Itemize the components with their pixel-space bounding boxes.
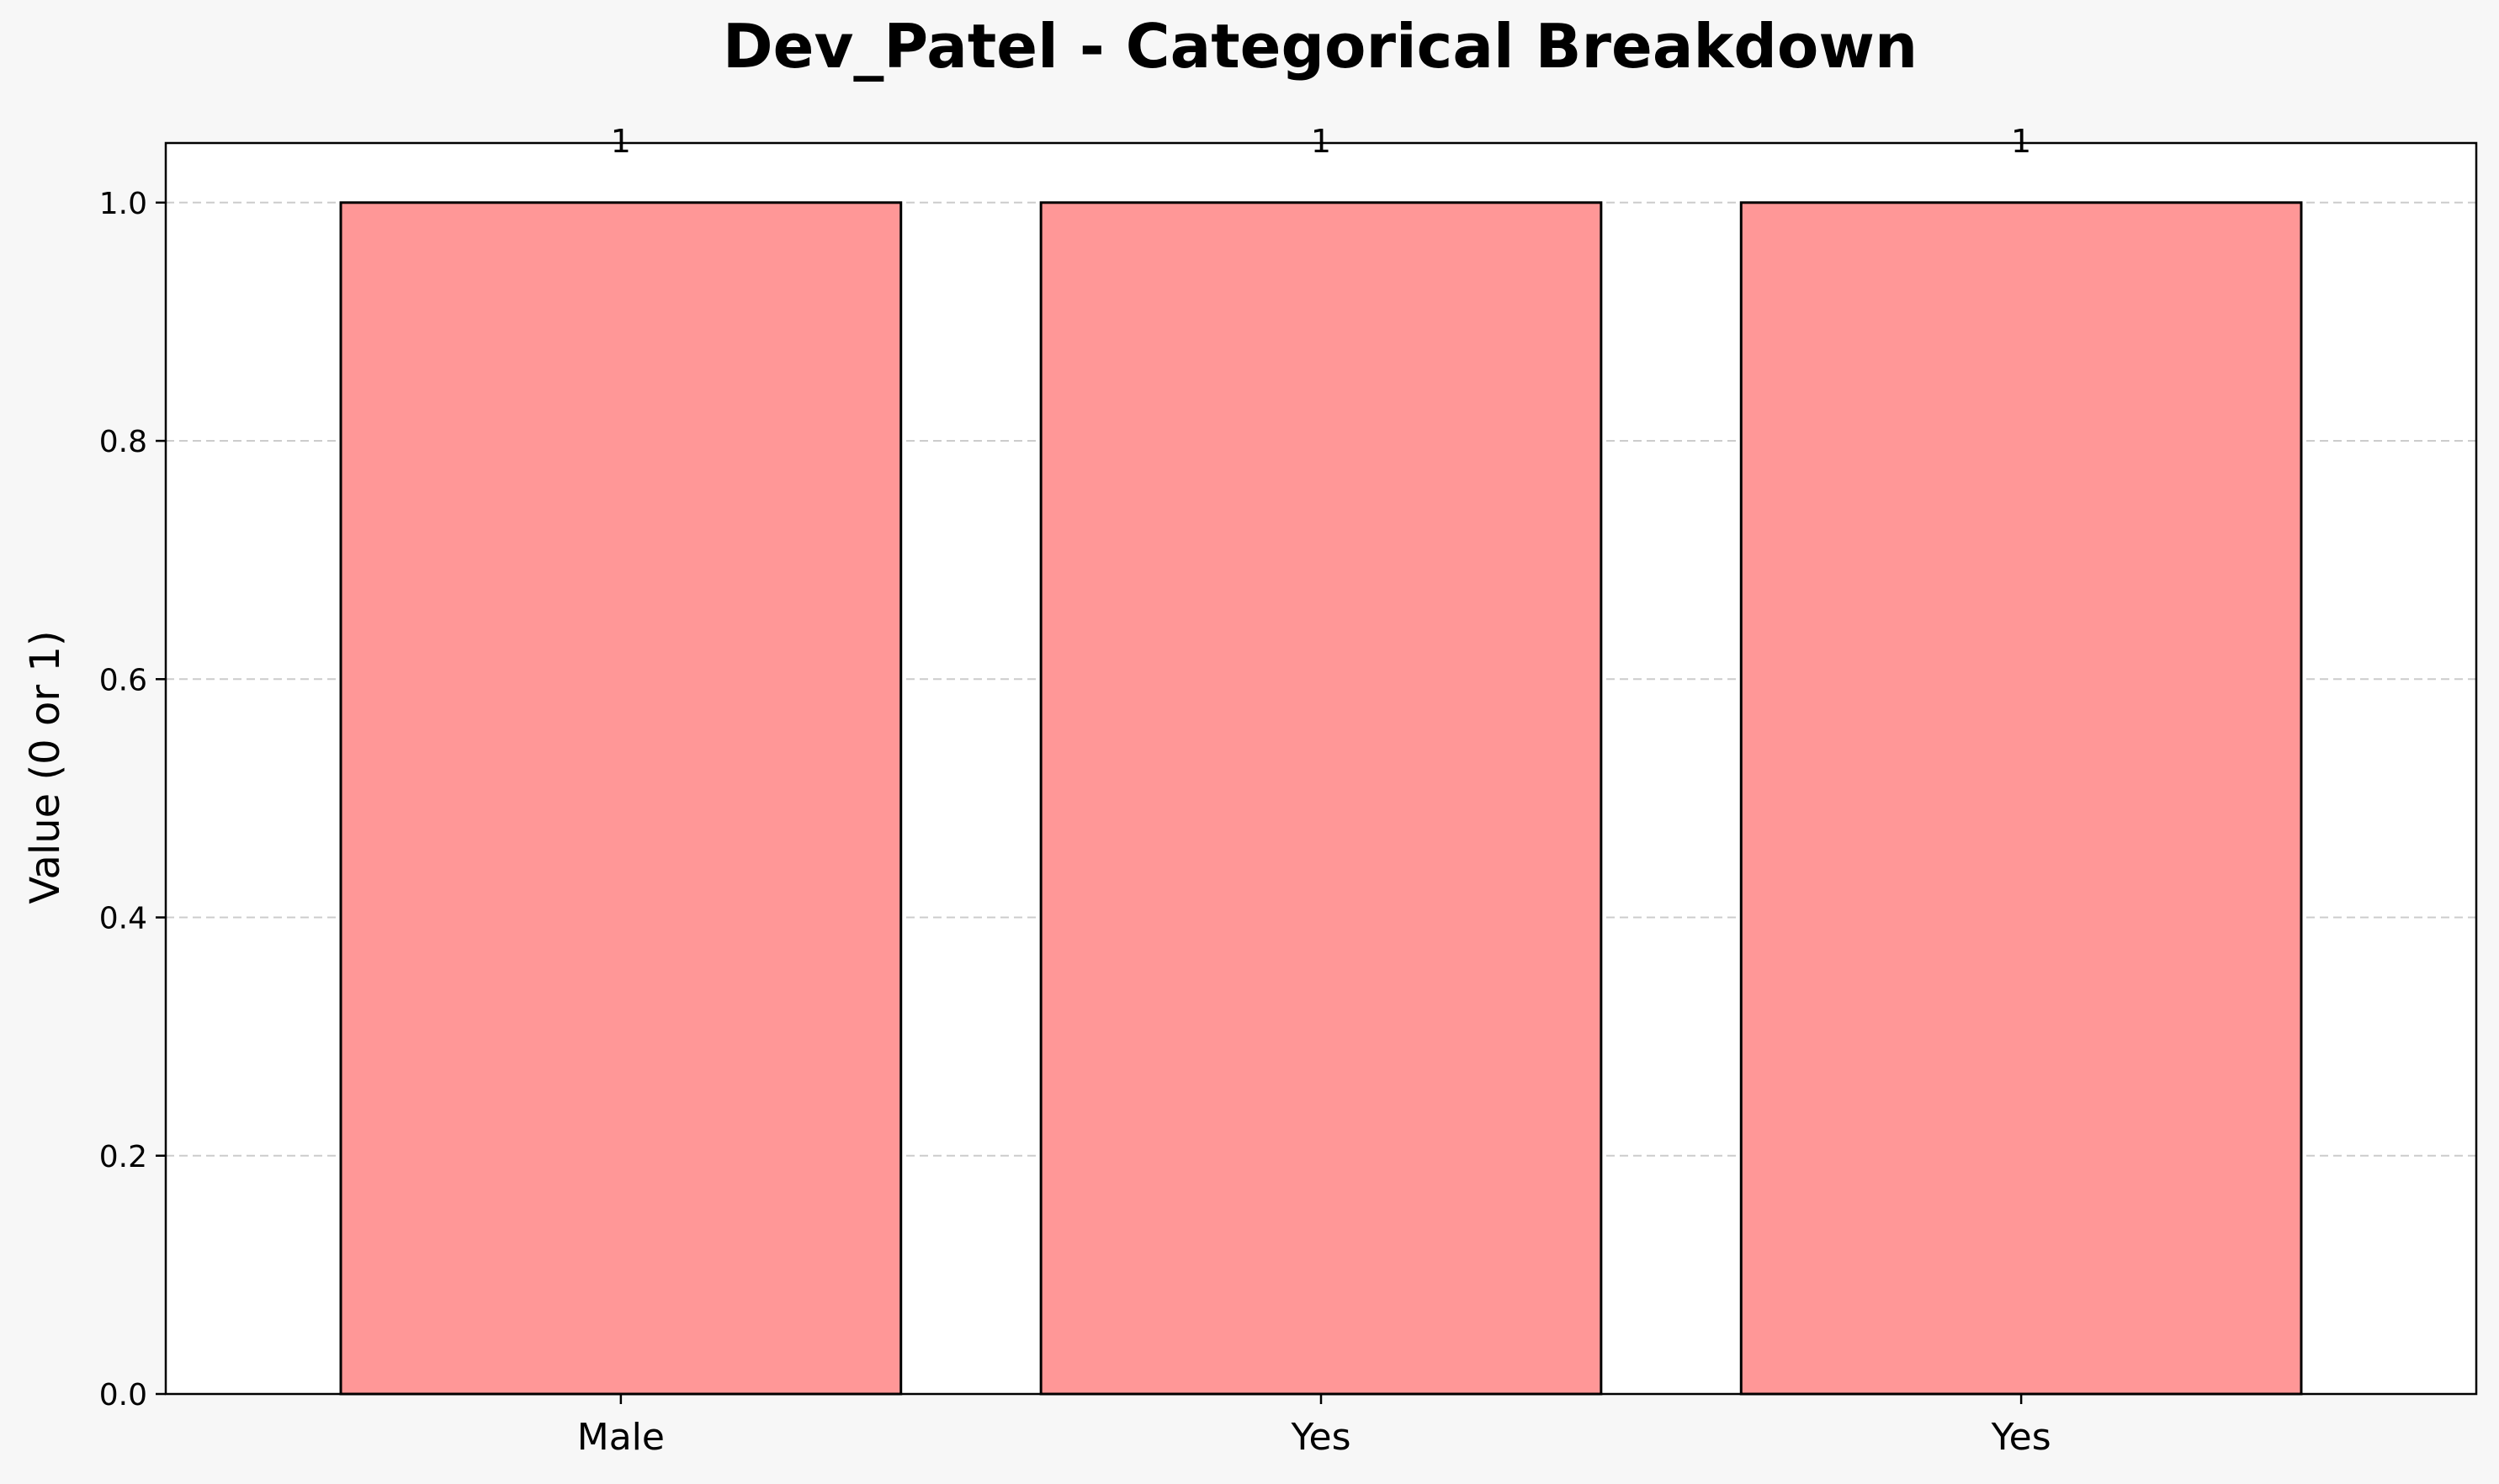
y-tick-label: 0.0 <box>99 1378 147 1412</box>
y-axis-label: Value (0 or 1) <box>22 630 69 904</box>
y-tick-label: 0.6 <box>99 663 147 697</box>
y-tick-label: 1.0 <box>99 187 147 221</box>
data-label: 1 <box>611 123 631 160</box>
bars <box>339 201 2303 1396</box>
x-axis-ticks: Male Yes Yes <box>577 1394 2051 1459</box>
x-tick-label: Yes <box>1290 1416 1350 1459</box>
chart-title: Dev_Patel - Categorical Breakdown <box>723 11 1918 82</box>
y-tick-label: 0.2 <box>99 1140 147 1174</box>
data-label: 1 <box>1311 123 1331 160</box>
y-tick-label: 0.4 <box>99 902 147 936</box>
y-tick-label: 0.8 <box>99 425 147 459</box>
y-axis-ticks: 0.0 0.2 0.4 0.6 0.8 1.0 <box>99 187 166 1412</box>
bar <box>1039 201 1603 1396</box>
data-labels: 1 1 1 <box>611 123 2031 160</box>
x-tick-label: Yes <box>1991 1416 2051 1459</box>
x-tick-label: Male <box>577 1416 665 1459</box>
bar <box>1739 201 2303 1396</box>
bar <box>339 201 903 1396</box>
data-label: 1 <box>2011 123 2031 160</box>
